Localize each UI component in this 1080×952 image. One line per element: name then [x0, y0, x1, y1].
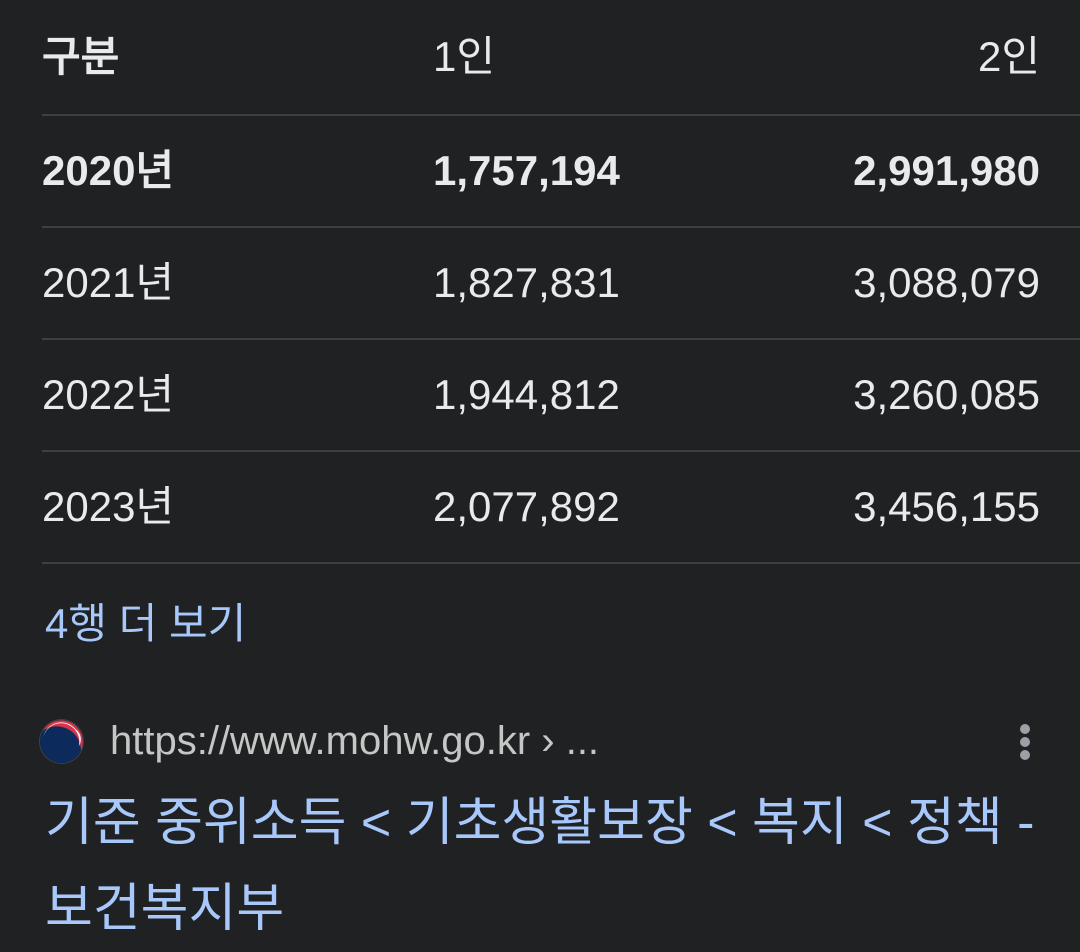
table-header-one-person: 1인 — [433, 32, 495, 80]
row-value-1p: 1,944,812 — [433, 370, 620, 418]
row-year: 2023년 — [42, 482, 175, 530]
table-row: 2023년 2,077,892 3,456,155 — [42, 452, 1080, 564]
row-year: 2020년 — [42, 146, 175, 194]
row-year: 2022년 — [42, 370, 175, 418]
row-value-2p: 3,456,155 — [853, 482, 1040, 530]
row-year: 2021년 — [42, 258, 175, 306]
row-value-1p: 1,827,831 — [433, 258, 620, 306]
median-income-table: 구분 1인 2인 2020년 1,757,194 2,991,980 2021년… — [42, 0, 1080, 651]
dot — [1020, 749, 1030, 760]
search-result: https://www.mohw.go.kr › ... 기준 중위소득 < 기… — [40, 719, 1080, 952]
row-value-2p: 2,991,980 — [853, 146, 1040, 194]
dot — [1020, 723, 1030, 734]
more-options-icon[interactable] — [1014, 720, 1036, 764]
result-header-link[interactable]: https://www.mohw.go.kr › ... — [40, 719, 1036, 764]
show-more-rows-link[interactable]: 4행 더 보기 — [45, 600, 247, 647]
row-value-1p: 1,757,194 — [433, 146, 620, 194]
dot — [1020, 736, 1030, 747]
table-row: 2020년 1,757,194 2,991,980 — [42, 116, 1080, 228]
korea-gov-emblem-icon — [40, 720, 83, 763]
row-value-1p: 2,077,892 — [433, 482, 620, 530]
table-row: 2021년 1,827,831 3,088,079 — [42, 228, 1080, 340]
table-header-two-person: 2인 — [978, 32, 1040, 80]
table-header-row: 구분 1인 2인 — [42, 0, 1080, 116]
table-row: 2022년 1,944,812 3,260,085 — [42, 340, 1080, 452]
row-value-2p: 3,260,085 — [853, 370, 1040, 418]
table-header-category: 구분 — [42, 32, 120, 80]
result-url-breadcrumb[interactable]: https://www.mohw.go.kr › ... — [110, 719, 600, 763]
result-title-link[interactable]: 기준 중위소득 < 기초생활보장 < 복지 < 정책 - 보건복지부 — [45, 794, 1035, 938]
row-value-2p: 3,088,079 — [853, 258, 1040, 306]
